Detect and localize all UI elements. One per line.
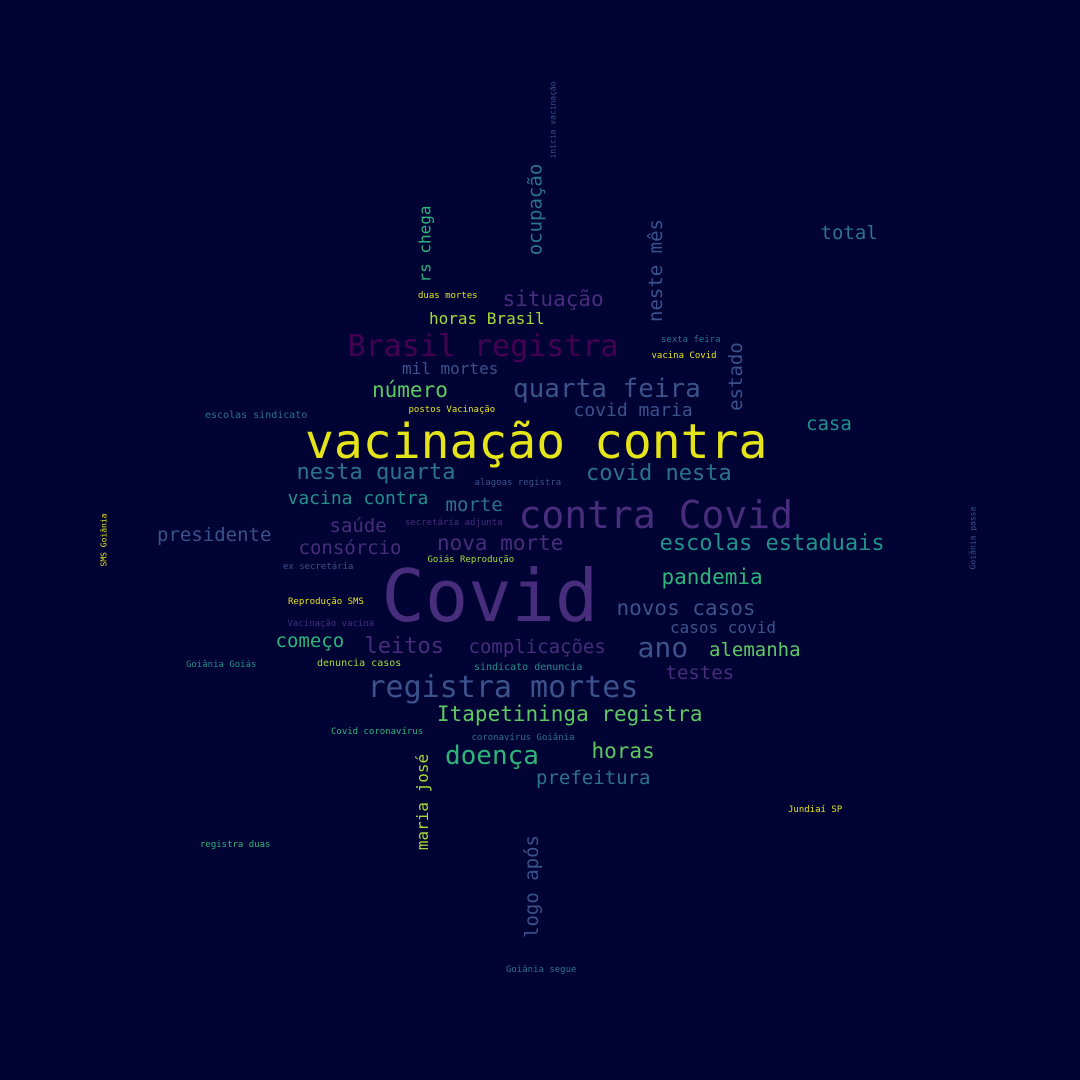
word-cloud-word: presidente [157,523,272,546]
word-cloud-word: casos covid [670,618,776,637]
word-cloud-word: consórcio [298,536,402,559]
word-cloud-word: Jundiaí SP [788,804,843,815]
word-cloud-word: inicia vacinação [548,81,558,159]
word-cloud-word: testes [665,661,735,684]
word-cloud-word: coronavírus Goiânia [471,732,575,743]
word-cloud-word: alemanha [709,638,801,661]
word-cloud-word: Vacinação vacina [287,618,375,629]
word-cloud-word: mil mortes [402,359,499,378]
word-cloud-word: rs chega [415,205,435,283]
word-cloud-word: horas Brasil [429,309,545,328]
word-cloud-word: vacina Covid [651,350,717,361]
word-cloud-word: Covid [381,554,599,638]
word-cloud-word: número [372,377,448,402]
word-cloud-word: vacina contra [287,488,429,509]
word-cloud-word: total [820,221,878,244]
word-cloud-word: casa [806,412,852,435]
word-cloud-word: Goiânia passa [967,506,977,570]
word-cloud-word: leitos [364,634,444,659]
word-cloud-word: SMS Goiânia [98,513,108,567]
word-cloud-word: escolas estaduais [659,531,885,556]
word-cloud-word: alagoas registra [474,477,562,488]
word-cloud-word: postos Vacinação [408,404,496,415]
word-cloud-word: ano [637,631,689,664]
word-cloud-word: ex secretária [283,561,354,572]
word-cloud-word: doença [445,741,539,771]
word-cloud-word: covid nesta [586,461,732,486]
word-cloud-word: ocupação [524,163,547,255]
word-cloud-word: saúde [329,514,387,537]
word-cloud-word: escolas sindicato [205,410,308,421]
word-cloud-word: horas [591,738,655,763]
word-cloud-word: quarta feira [513,374,701,404]
word-cloud-word: registra mortes [367,670,639,705]
word-cloud-word: Goiânia Goiás [186,659,257,670]
word-cloud-word: logo após [520,834,543,938]
word-cloud-word: sexta feira [661,334,721,345]
word-cloud-word: pandemia [661,564,763,589]
word-cloud-word: nesta quarta [296,460,456,485]
word-cloud-word: novos casos [616,595,756,620]
word-cloud-word: covid maria [573,400,693,421]
word-cloud-word: neste mês [644,218,667,322]
word-cloud-word: Covid coronavírus [331,726,424,737]
word-cloud-word: Itapetininga registra [437,701,703,726]
word-cloud-word: Goiânia segue [506,964,577,975]
word-cloud-word: morte [445,493,503,516]
word-cloud-word: contra Covid [518,493,794,537]
word-cloud-word: maria josé [413,753,433,851]
word-cloud-word: complicações [468,635,606,658]
word-cloud-word: registra duas [200,839,271,850]
word-cloud-word: estado [724,341,747,411]
word-cloud-word: nova morte [437,530,564,555]
word-cloud-word: duas mortes [418,290,478,301]
word-cloud-word: Reprodução SMS [288,596,364,607]
word-cloud-word: secretária adjunta [405,517,503,528]
word-cloud-word: prefeitura [536,766,651,789]
word-cloud-word: sindicato denuncia [474,662,583,673]
word-cloud-word: vacinação contra [305,414,768,470]
word-cloud-word: Brasil registra [347,329,619,364]
word-cloud-word: situação [502,286,604,311]
word-cloud-word: Goiás Reprodução [427,554,515,565]
word-cloud-word: começo [275,629,345,652]
word-cloud-word: denuncia casos [317,658,402,669]
